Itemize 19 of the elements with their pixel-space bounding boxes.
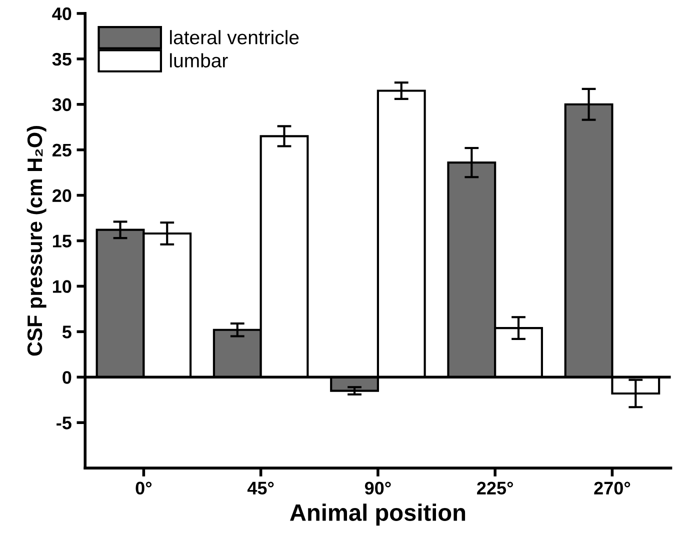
y-tick-label: 30: [52, 98, 72, 112]
x-tick-label: 90°: [364, 482, 391, 495]
x-tick-label: 225°: [477, 482, 513, 495]
y-tick-label: 10: [52, 280, 72, 293]
y-tick-label: 20: [52, 189, 72, 202]
legend-label: lateral ventricle: [170, 30, 299, 44]
y-tick-label: 0: [62, 371, 72, 384]
y-axis-title: CSF pressure (cm H₂O): [26, 126, 46, 356]
y-tick-label: 25: [52, 144, 72, 157]
x-tick-label: 270°: [594, 482, 630, 495]
y-tick-label: 35: [52, 52, 72, 66]
y-tick-label: 5: [62, 326, 72, 338]
legend-label: lumbar: [170, 53, 228, 68]
y-tick-label: 40: [52, 7, 72, 20]
x-tick-label: 45°: [247, 482, 274, 495]
x-tick-label: 0°: [136, 482, 152, 495]
y-tick-label: -5: [56, 416, 72, 430]
y-tick-label: 15: [52, 234, 72, 248]
x-axis-title: Animal position: [290, 504, 466, 526]
